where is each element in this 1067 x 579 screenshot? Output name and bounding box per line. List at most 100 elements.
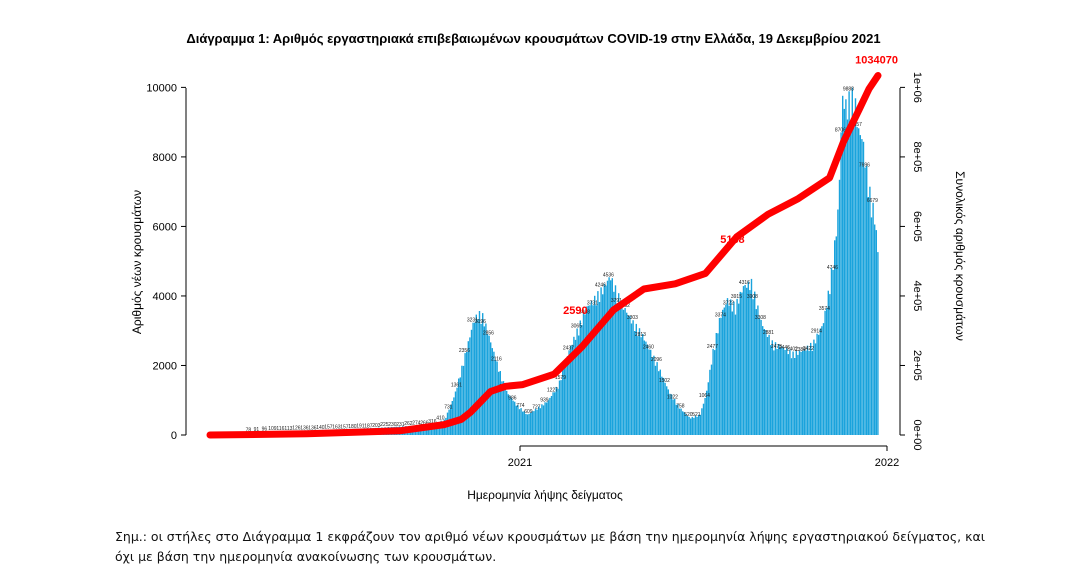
bar	[722, 309, 724, 435]
bar	[864, 167, 866, 435]
bar	[752, 299, 754, 435]
bar	[877, 252, 879, 435]
bar	[762, 326, 764, 435]
bar	[672, 399, 674, 435]
bar	[680, 408, 682, 435]
bar-value-label: 1502	[659, 378, 670, 384]
bar-value-label: 521	[692, 412, 701, 418]
bar	[554, 392, 556, 435]
bar	[509, 395, 511, 435]
bar	[840, 132, 842, 435]
bar	[813, 339, 815, 435]
bar	[666, 386, 668, 435]
bar	[474, 322, 476, 435]
bar	[867, 197, 869, 435]
bar	[586, 306, 588, 435]
bar	[488, 335, 490, 435]
bar	[734, 314, 737, 435]
bar-value-label: 2856	[483, 331, 494, 337]
bar	[787, 354, 789, 435]
bar	[608, 277, 610, 435]
bar	[837, 209, 839, 435]
bar	[598, 302, 601, 435]
bar	[462, 365, 465, 435]
bar	[790, 358, 793, 435]
bar	[546, 402, 548, 435]
axes-group: 0 2000 4000 6000 8000 10000 0e+00 2e+05 4e+05 6e+…	[146, 72, 923, 469]
bar	[872, 202, 874, 435]
bar-value-label: 231	[396, 422, 405, 428]
cumulative-line	[206, 72, 882, 439]
bar	[712, 348, 714, 435]
bar	[614, 285, 617, 435]
bar	[637, 336, 639, 435]
bar	[517, 405, 519, 435]
bar	[466, 352, 468, 435]
bar	[610, 280, 612, 435]
bar	[869, 186, 871, 435]
bar	[458, 378, 460, 435]
bar	[594, 295, 596, 435]
y2-tick-label: 8e+05	[911, 141, 923, 172]
bar	[667, 389, 669, 435]
bar	[786, 348, 788, 435]
bar	[754, 291, 756, 435]
bar	[502, 381, 505, 435]
bar-value-label: 3065	[571, 324, 582, 330]
bar-value-label: 96	[262, 427, 268, 433]
bar-value-label: 2914	[811, 329, 822, 335]
bar	[854, 98, 857, 436]
bar	[808, 350, 810, 435]
bar	[566, 356, 569, 435]
bar	[765, 330, 767, 435]
bar	[768, 334, 770, 435]
bar	[746, 287, 748, 435]
bar	[616, 303, 618, 435]
bar	[582, 313, 585, 435]
bar	[725, 304, 727, 435]
bar	[613, 291, 615, 435]
bar-value-label: 187	[364, 424, 373, 430]
y2-tick-label: 1e+06	[911, 72, 923, 103]
bar	[619, 307, 621, 435]
bar	[597, 291, 599, 435]
bar	[736, 298, 738, 435]
bar-value-label: 9888	[843, 86, 854, 92]
bar-value-label: 727	[532, 405, 541, 411]
bars-group	[210, 87, 879, 436]
bar-value-label: 2881	[763, 330, 774, 336]
bar	[510, 397, 513, 435]
bar	[478, 311, 481, 435]
bar	[704, 398, 706, 435]
bar	[482, 313, 484, 435]
x-axis-label: Ημερομηνία λήψης δείγματος	[467, 488, 623, 502]
bar	[600, 287, 602, 435]
bar	[611, 278, 613, 435]
bar-value-label: 3196	[475, 319, 486, 325]
bar	[568, 350, 570, 435]
bar-value-label: 2446	[779, 345, 790, 351]
bar	[530, 412, 532, 435]
bar	[534, 408, 537, 435]
bar	[629, 316, 631, 435]
bar-value-label: 266	[420, 421, 429, 427]
bar-label-group: 78 91 96 109 116 113 126 136 136 140 157 163 157 180 1…	[246, 86, 879, 433]
y2-tick-label: 0e+00	[911, 420, 923, 451]
bar	[579, 320, 581, 435]
bar	[469, 337, 471, 435]
bar	[770, 345, 772, 435]
bar	[459, 377, 461, 435]
bar	[480, 323, 482, 435]
bar	[714, 350, 716, 435]
bar	[701, 408, 703, 435]
bar	[739, 291, 741, 435]
y2-axis-label: Συνολικός αριθμός κρουσμάτων	[953, 171, 967, 341]
bar	[642, 334, 644, 435]
bar-value-label: 136	[300, 425, 309, 431]
bar-value-label: 7696	[859, 163, 870, 169]
bar	[789, 349, 791, 435]
bar-value-label: 609	[524, 409, 533, 415]
bar-value-label: 274	[412, 421, 421, 427]
bar	[776, 349, 778, 435]
bar	[731, 311, 733, 435]
